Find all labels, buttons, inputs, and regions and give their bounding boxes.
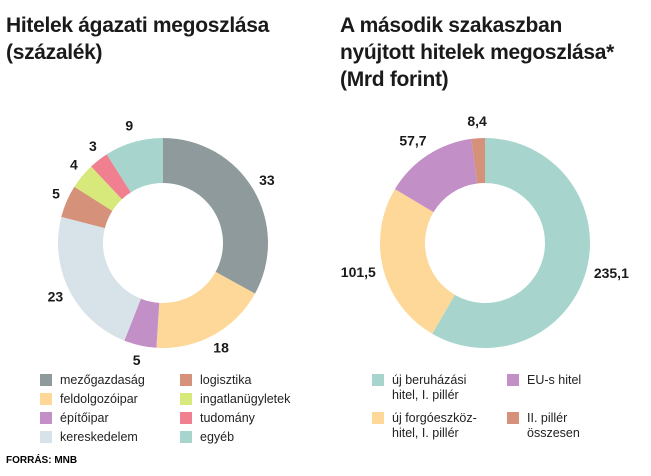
donut-segment bbox=[432, 138, 590, 349]
donut-segment bbox=[156, 271, 256, 348]
legend-item: mezőgazdaság bbox=[40, 373, 170, 388]
legend-item: új beruházási hitel, I. pillér bbox=[372, 373, 487, 403]
legend-label: építőipar bbox=[60, 411, 109, 425]
legend-label: ingatlanügyletek bbox=[200, 392, 291, 406]
value-label: 8,4 bbox=[467, 113, 487, 129]
legend-swatch bbox=[507, 412, 519, 424]
value-label: 5 bbox=[133, 352, 141, 368]
value-label: 18 bbox=[213, 340, 229, 356]
legend-item: logisztika bbox=[180, 373, 310, 388]
legend-label: új beruházási hitel, I. pillér bbox=[392, 373, 467, 402]
value-label: 101,5 bbox=[341, 264, 376, 280]
legend-item: EU-s hitel bbox=[507, 373, 622, 388]
donut-segment bbox=[471, 138, 485, 184]
legend-item: egyéb bbox=[180, 430, 310, 445]
donut-segment bbox=[380, 189, 455, 334]
legend-swatch bbox=[507, 374, 519, 386]
value-label: 235,1 bbox=[594, 265, 629, 281]
legend-item: II. pillér összesen bbox=[507, 411, 622, 441]
legend-swatch bbox=[40, 374, 52, 386]
value-label: 9 bbox=[125, 118, 133, 134]
legend-label: logisztika bbox=[200, 373, 252, 387]
donut-segment bbox=[394, 138, 478, 213]
value-label: 3 bbox=[89, 138, 97, 154]
legend-swatch bbox=[40, 393, 52, 405]
legend-item: tudomány bbox=[180, 411, 310, 426]
legend-swatch bbox=[372, 374, 384, 386]
chart-title: Hitelek ágazati megoszlása (százalék) bbox=[6, 14, 269, 64]
legend-label: egyéb bbox=[200, 430, 235, 444]
donut-segment bbox=[163, 138, 269, 294]
legend-item: feldolgozóipar bbox=[40, 392, 170, 407]
value-label: 4 bbox=[70, 157, 78, 173]
legend-swatch bbox=[40, 412, 52, 424]
legend-item: építőipar bbox=[40, 411, 170, 426]
legend-swatch bbox=[180, 412, 192, 424]
legend-label: kereskedelem bbox=[60, 430, 138, 444]
legend-swatch bbox=[180, 431, 192, 443]
value-label: 23 bbox=[48, 289, 64, 305]
donut-segment bbox=[58, 216, 141, 341]
legend-item: kereskedelem bbox=[40, 430, 170, 445]
value-label: 57,7 bbox=[399, 133, 426, 149]
legend-label: EU-s hitel bbox=[527, 373, 582, 387]
legend-item: új forgóeszköz-hitel, I. pillér bbox=[372, 411, 487, 441]
legend-label: II. pillér összesen bbox=[527, 411, 580, 440]
legend-swatch bbox=[180, 374, 192, 386]
legend-swatch bbox=[372, 412, 384, 424]
legend-label: feldolgozóipar bbox=[60, 392, 138, 406]
donut-segment bbox=[91, 154, 131, 200]
legend-label: tudomány bbox=[200, 411, 255, 425]
legend-label: mezőgazdaság bbox=[60, 373, 145, 387]
value-label: 33 bbox=[259, 172, 275, 188]
legend-swatch bbox=[180, 393, 192, 405]
donut-segment bbox=[74, 166, 122, 211]
donut-segment bbox=[124, 298, 160, 348]
donut-segment bbox=[106, 138, 163, 193]
donut-segment bbox=[61, 186, 113, 229]
legend-swatch bbox=[40, 431, 52, 443]
source: FORRÁS: MNB bbox=[6, 455, 78, 466]
legend-item: ingatlanügyletek bbox=[180, 392, 310, 407]
chart-title: A második szakaszban nyújtott hitelek me… bbox=[340, 14, 615, 91]
legend-label: új forgóeszköz-hitel, I. pillér bbox=[392, 411, 477, 440]
value-label: 5 bbox=[52, 186, 60, 202]
